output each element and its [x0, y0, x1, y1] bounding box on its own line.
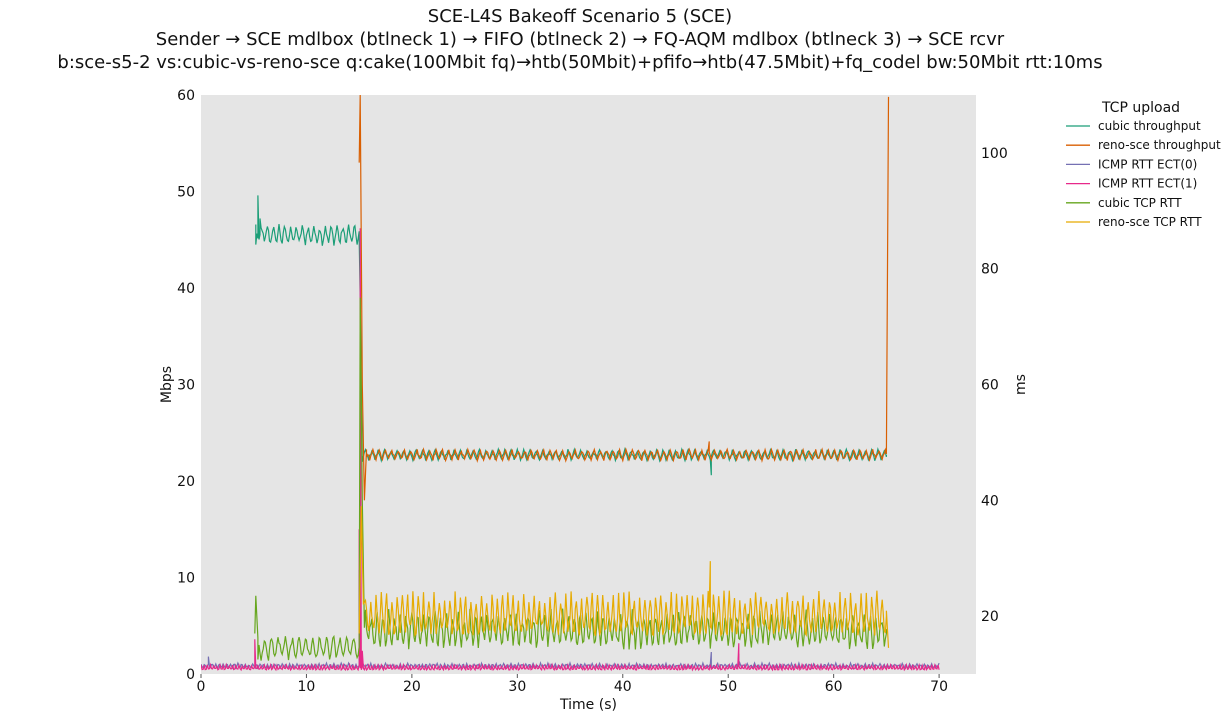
chart-subtitle-2: b:sce-s5-2 vs:cubic-vs-reno-sce q:cake(1… — [57, 52, 1103, 73]
x-tick-label: 10 — [298, 679, 316, 695]
y2-tick-label: 20 — [981, 609, 999, 625]
x-tick-label: 40 — [614, 679, 632, 695]
y-tick-label: 10 — [177, 571, 195, 587]
x-tick-label: 30 — [508, 679, 526, 695]
x-tick-label: 20 — [403, 679, 421, 695]
series-line-3 — [201, 228, 940, 672]
legend-entry-3: ICMP RTT ECT(1) — [1098, 177, 1197, 191]
x-tick-label: 0 — [197, 679, 206, 695]
y2-tick-label: 100 — [981, 146, 1008, 162]
y-axis-label: Mbps — [159, 366, 175, 403]
plot-area — [201, 95, 976, 674]
y-tick-label: 20 — [177, 474, 195, 490]
y2-axis-label: ms — [1013, 374, 1029, 395]
legend-entry-1: reno-sce throughput — [1098, 138, 1221, 152]
chart-subtitle: Sender → SCE mdlbox (btlneck 1) → FIFO (… — [155, 29, 1005, 50]
series-line-0 — [255, 195, 887, 476]
axes: 0 10 20 30 40 50 60 70 0 10 20 30 40 50 60 20 40 60 80 100 — [177, 88, 1008, 695]
y-tick-label: 30 — [177, 378, 195, 394]
x-tick-label: 60 — [825, 679, 843, 695]
y-tick-label: 50 — [177, 185, 195, 201]
series-line-5 — [358, 506, 890, 648]
x-tick-label: 50 — [719, 679, 737, 695]
series-line-4 — [254, 297, 887, 661]
legend-title: TCP upload — [1101, 100, 1180, 116]
y-tick-label: 40 — [177, 281, 195, 297]
x-axis-label: Time (s) — [559, 697, 617, 713]
y2-tick-label: 60 — [981, 378, 999, 394]
legend-entry-2: ICMP RTT ECT(0) — [1098, 157, 1197, 171]
x-tick-label: 70 — [930, 679, 948, 695]
y2-tick-label: 40 — [981, 493, 999, 509]
series-lines — [201, 94, 940, 672]
legend: TCP upload cubic throughput reno-sce thro… — [1066, 100, 1221, 229]
chart-title: SCE-L4S Bakeoff Scenario 5 (SCE) — [427, 6, 733, 27]
legend-entry-4: cubic TCP RTT — [1098, 196, 1182, 210]
series-line-1 — [358, 94, 890, 501]
y2-tick-label: 80 — [981, 262, 999, 278]
y-tick-label: 60 — [177, 88, 195, 104]
legend-entry-0: cubic throughput — [1098, 119, 1201, 133]
y-tick-label: 0 — [186, 667, 195, 683]
legend-entry-5: reno-sce TCP RTT — [1098, 215, 1202, 229]
